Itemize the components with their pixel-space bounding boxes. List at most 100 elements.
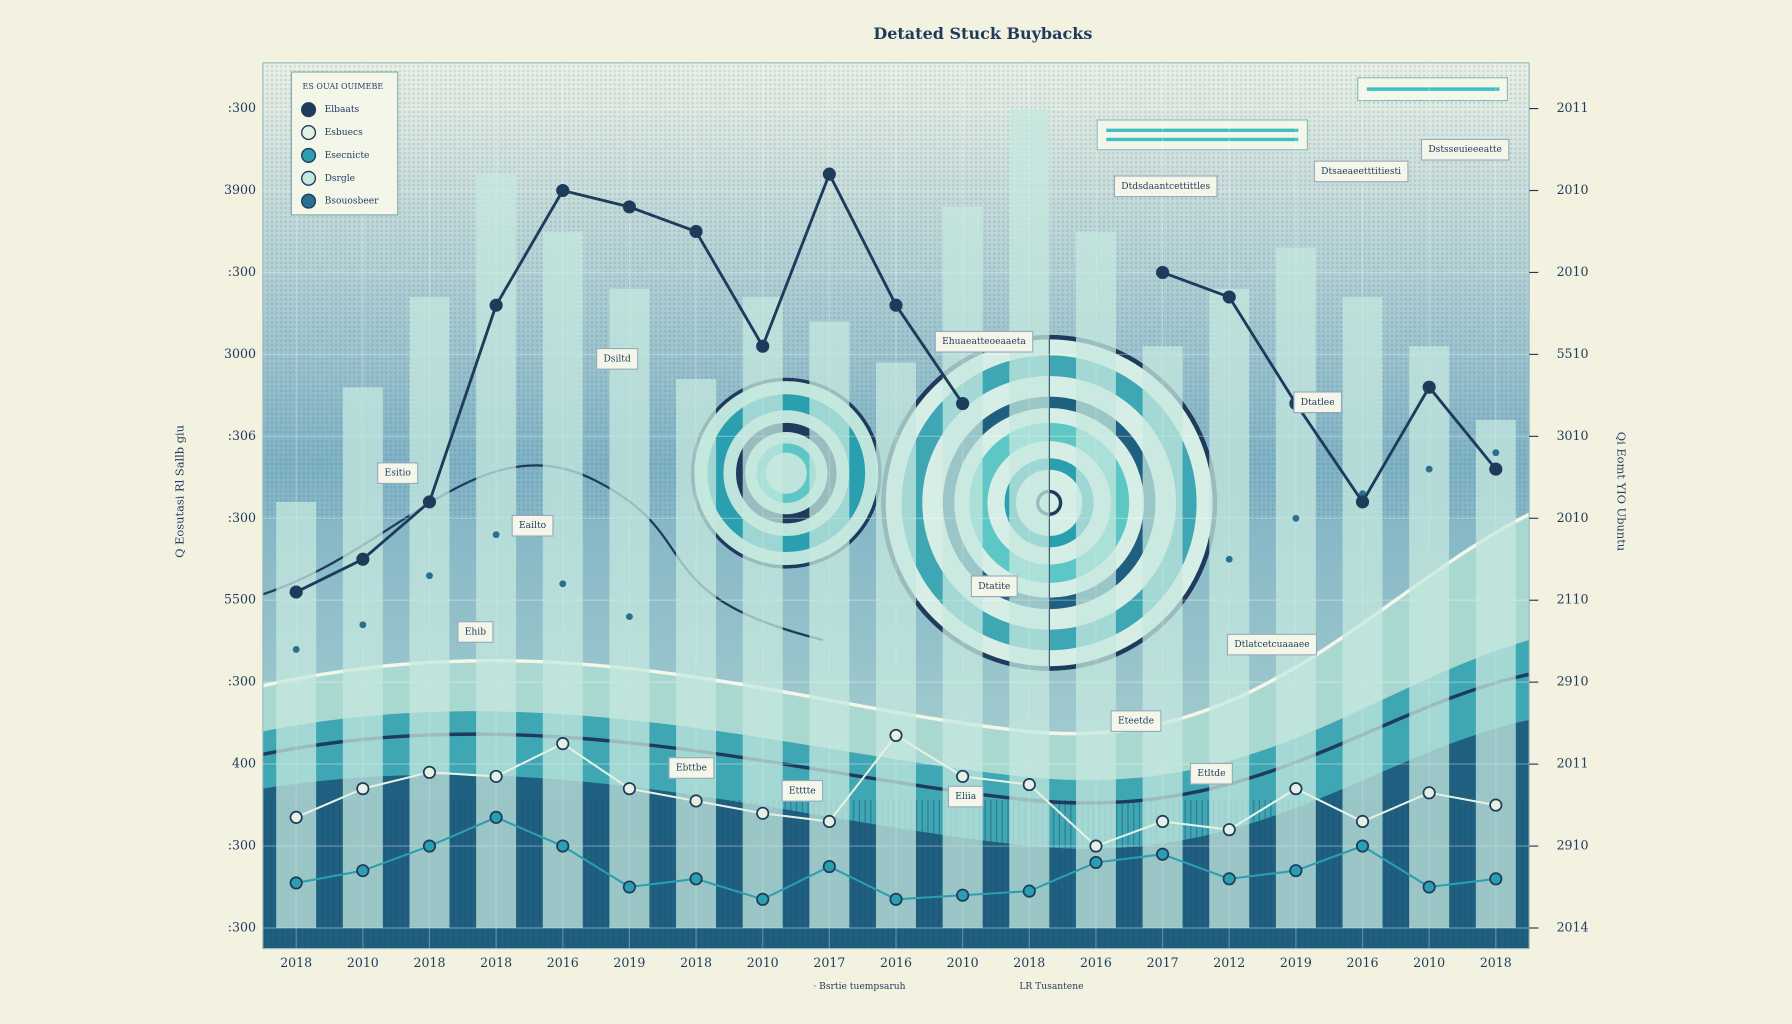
line-point xyxy=(1222,872,1236,886)
x-tick-label: 2010 xyxy=(947,955,979,970)
y2-tick-label: 5510 xyxy=(1557,346,1589,361)
peak-bar xyxy=(1475,419,1516,928)
annotation-box xyxy=(934,330,1034,353)
annotation-text: Etttte xyxy=(789,786,816,796)
dot-point xyxy=(426,572,433,580)
annotation-box xyxy=(596,348,639,370)
y2-tick-label: 2011 xyxy=(1557,756,1589,771)
peak-bar xyxy=(1142,346,1183,929)
line-point xyxy=(889,728,903,743)
legend-marker xyxy=(301,170,317,186)
line-point xyxy=(822,814,836,829)
y2-tick-label: 3010 xyxy=(1557,428,1589,443)
line-point xyxy=(956,396,970,411)
y2-tick-label: 2014 xyxy=(1557,920,1589,935)
peak-bar xyxy=(276,501,317,928)
annotation-text: Ebttbe xyxy=(676,764,707,774)
y-tick-label: 400 xyxy=(232,756,256,771)
annotation-text: Ehib xyxy=(465,627,486,637)
dot-point xyxy=(625,613,633,621)
dot-point xyxy=(492,531,500,539)
line-point xyxy=(1422,380,1436,394)
annotation-box xyxy=(1189,762,1233,785)
y-tick-label: :300 xyxy=(228,838,256,853)
annotation: Dtatlee xyxy=(1293,391,1343,414)
line-point xyxy=(689,224,703,239)
y2-tick-label: 2110 xyxy=(1557,592,1589,607)
line-point xyxy=(1489,872,1503,886)
peak-bar xyxy=(1009,108,1050,929)
legend-marker xyxy=(301,125,317,141)
x-tick-label: 2016 xyxy=(880,955,912,970)
x-tick-label: 2019 xyxy=(613,955,645,970)
y2-axis-title: Qi Eomt YIO Ubuntu xyxy=(1615,432,1629,551)
legend-label: Esbuecs xyxy=(325,128,364,138)
y-tick-label: 3000 xyxy=(224,346,256,361)
annotation-box xyxy=(377,462,419,484)
legend-box xyxy=(290,71,399,216)
x-tick-label: 2017 xyxy=(1147,955,1179,970)
line-point xyxy=(1355,814,1370,829)
y2-tick-label: 2910 xyxy=(1557,838,1589,853)
line-point xyxy=(1222,290,1236,304)
line-point xyxy=(422,765,437,779)
annotation-box xyxy=(1226,633,1318,656)
dot-point xyxy=(1425,465,1433,473)
line-point xyxy=(822,859,836,874)
y2-tick-label: 2010 xyxy=(1557,510,1589,525)
line-point xyxy=(622,200,636,214)
line-point xyxy=(1156,814,1170,829)
line-point xyxy=(556,839,570,853)
peak-bar xyxy=(1409,346,1450,929)
line-point xyxy=(1489,798,1503,812)
line-point xyxy=(289,585,303,599)
annotation-text: Eliia xyxy=(955,792,976,802)
legend-marker xyxy=(301,102,317,118)
line-point xyxy=(289,876,303,890)
x-tick-label: 2016 xyxy=(547,955,579,970)
line-point xyxy=(1422,786,1436,800)
x-tick-label: 2016 xyxy=(1080,955,1112,970)
annotation-text: Etltde xyxy=(1197,769,1225,779)
annotation-box xyxy=(1313,160,1409,183)
annotation-text: Dtatlee xyxy=(1301,398,1335,408)
peak-bar xyxy=(409,297,450,928)
y2-tick-label: 2010 xyxy=(1557,182,1589,197)
legend-label: Bsouosbeer xyxy=(325,197,380,207)
line-point xyxy=(1355,495,1370,509)
line-point xyxy=(622,880,636,894)
legend: ES OUAI OUIMEBE Elbaats Esbuecs Esecnicte Ds… xyxy=(290,71,399,216)
annotation: Eliia xyxy=(947,785,984,808)
line-point xyxy=(756,806,770,820)
annotation-text: Dtatite xyxy=(978,582,1010,592)
chart-title: Detated Stuck Buybacks xyxy=(873,24,1092,43)
line-point xyxy=(1289,782,1303,796)
legend-label: Dsrgle xyxy=(325,174,356,184)
annotation-text: Eteetde xyxy=(1118,717,1154,727)
line-point xyxy=(356,782,370,796)
annotation: Etttte xyxy=(781,779,824,802)
line-point xyxy=(1289,864,1303,878)
annotation: Ehuaeatteoeaaeta xyxy=(934,330,1034,353)
annotation: Ebttbe xyxy=(668,757,715,779)
x-tick-label: 2010 xyxy=(1413,955,1445,970)
dot-point xyxy=(1225,555,1233,563)
annotation: Eteetde xyxy=(1110,710,1162,732)
peak-bar xyxy=(1275,247,1316,929)
peak-bar xyxy=(542,231,583,928)
legend-marker xyxy=(301,147,317,163)
line-point xyxy=(422,495,437,509)
line-point xyxy=(1355,839,1370,853)
line-point xyxy=(556,183,570,198)
y2-tick-label: 2010 xyxy=(1557,264,1589,279)
x-tick-label: 2018 xyxy=(1480,955,1512,970)
line-point xyxy=(1022,778,1036,792)
y2-tick-label: 2011 xyxy=(1557,100,1589,115)
line-point xyxy=(756,339,770,353)
line-point xyxy=(889,298,903,312)
footnote: · Bsrtie tuempsaruh xyxy=(813,982,905,992)
x-tick-label: 2012 xyxy=(1213,955,1245,970)
line-point xyxy=(822,167,836,181)
annotation-box xyxy=(1110,710,1162,732)
annotation: Esitio xyxy=(377,462,419,484)
